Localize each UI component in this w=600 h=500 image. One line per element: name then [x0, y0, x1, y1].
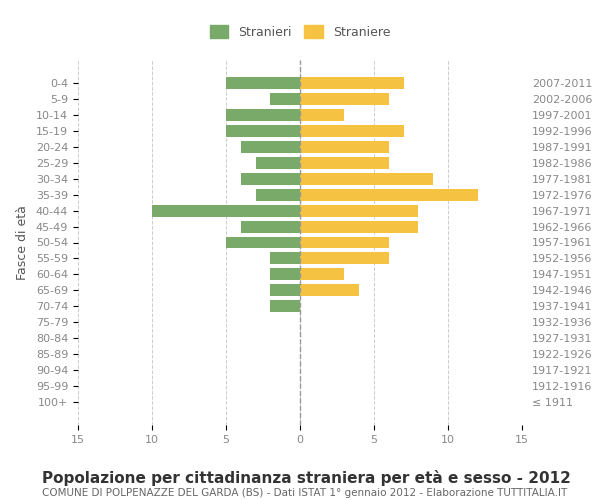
Bar	[300, 124, 404, 136]
Bar	[226, 236, 300, 248]
Bar	[300, 268, 344, 280]
Bar	[300, 220, 418, 232]
Bar	[300, 284, 359, 296]
Bar	[300, 108, 344, 120]
Bar	[300, 140, 389, 152]
Bar	[241, 220, 300, 232]
Bar	[271, 268, 300, 280]
Bar	[300, 252, 389, 264]
Bar	[256, 188, 300, 200]
Y-axis label: Fasce di età: Fasce di età	[16, 205, 29, 280]
Bar	[241, 140, 300, 152]
Bar	[226, 76, 300, 88]
Bar	[300, 236, 389, 248]
Bar	[241, 172, 300, 184]
Bar	[300, 92, 389, 104]
Bar	[300, 188, 478, 200]
Text: Popolazione per cittadinanza straniera per età e sesso - 2012: Popolazione per cittadinanza straniera p…	[42, 470, 571, 486]
Bar	[152, 204, 300, 216]
Text: COMUNE DI POLPENAZZE DEL GARDA (BS) - Dati ISTAT 1° gennaio 2012 - Elaborazione : COMUNE DI POLPENAZZE DEL GARDA (BS) - Da…	[42, 488, 567, 498]
Legend: Stranieri, Straniere: Stranieri, Straniere	[203, 19, 397, 45]
Bar	[226, 124, 300, 136]
Bar	[271, 300, 300, 312]
Bar	[226, 108, 300, 120]
Bar	[271, 284, 300, 296]
Bar	[300, 172, 433, 184]
Bar	[300, 76, 404, 88]
Bar	[271, 92, 300, 104]
Bar	[256, 156, 300, 168]
Bar	[300, 156, 389, 168]
Bar	[300, 204, 418, 216]
Y-axis label: Anni di nascita: Anni di nascita	[596, 196, 600, 289]
Bar	[271, 252, 300, 264]
